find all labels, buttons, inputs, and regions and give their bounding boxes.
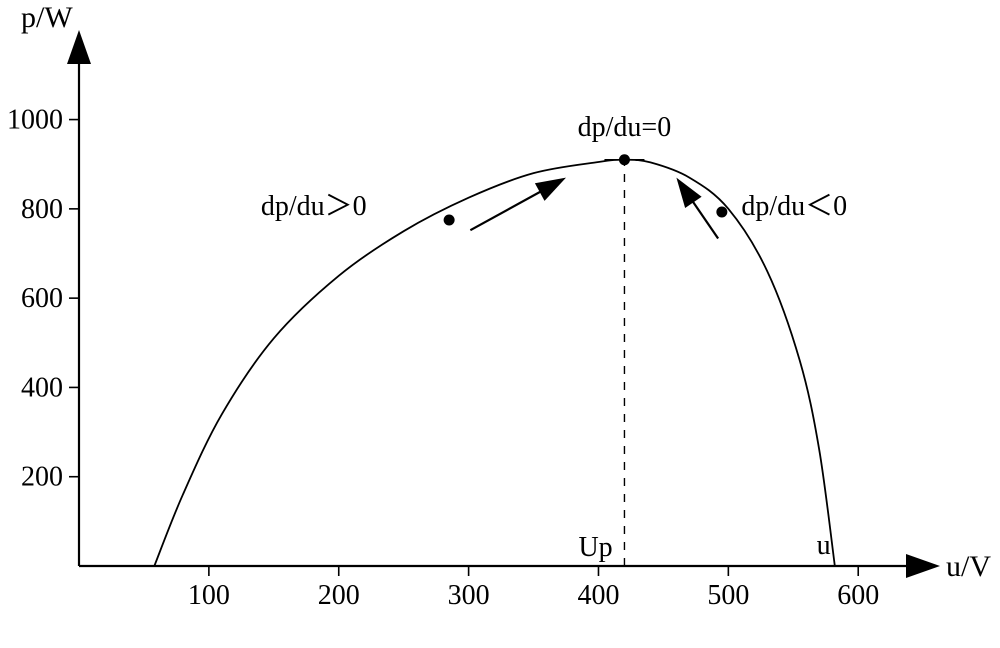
anno-u: u — [817, 530, 831, 561]
left-arrow-head — [535, 178, 566, 201]
marker-right — [716, 206, 727, 217]
anno-peak: dp/du=0 — [578, 112, 672, 143]
x-axis-arrowhead — [906, 554, 940, 578]
pv-curve — [154, 160, 835, 566]
x-tick-label: 200 — [318, 580, 360, 611]
y-tick-label: 600 — [21, 283, 63, 314]
anno-right: dp/du＜0 — [741, 191, 847, 222]
x-tick-label: 600 — [837, 580, 879, 611]
x-tick-label: 300 — [448, 580, 490, 611]
y-axis-label: p/W — [21, 1, 73, 34]
x-tick-label: 100 — [188, 580, 230, 611]
x-tick-label: 400 — [577, 580, 619, 611]
marker-peak — [619, 154, 630, 165]
anno-up: Up — [578, 532, 612, 563]
y-tick-label: 400 — [21, 372, 63, 403]
y-axis-arrowhead — [67, 30, 91, 64]
y-tick-label: 800 — [21, 194, 63, 225]
y-tick-label: 200 — [21, 462, 63, 493]
y-tick-label: 1000 — [7, 105, 63, 136]
anno-left: dp/du＞0 — [261, 191, 367, 222]
x-axis-label: u/V — [946, 550, 991, 583]
x-tick-label: 500 — [707, 580, 749, 611]
marker-left — [444, 215, 455, 226]
